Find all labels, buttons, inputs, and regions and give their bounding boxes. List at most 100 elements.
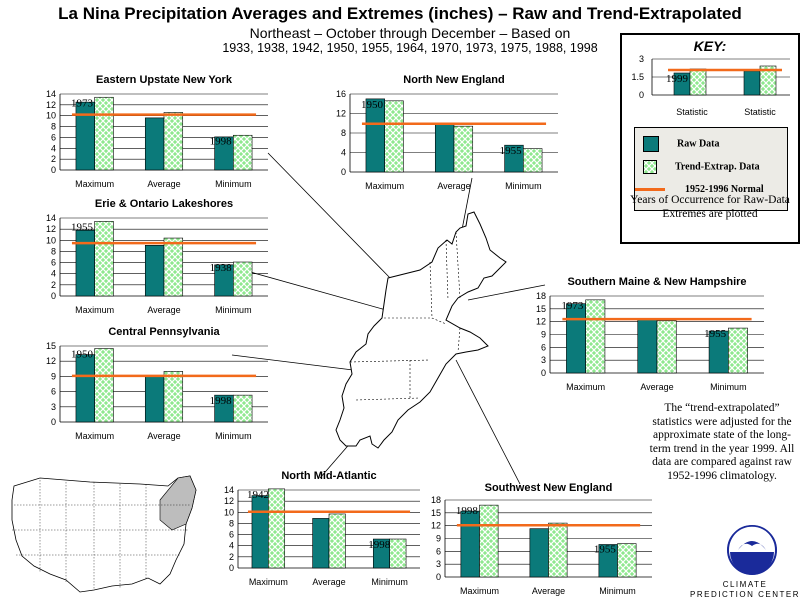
northeast-map-outline	[335, 211, 507, 449]
x-tick-label: Maximum	[75, 431, 114, 441]
y-tick-label: 6	[51, 258, 56, 268]
bar-trend-data	[233, 134, 253, 171]
x-tick-label: Minimum	[599, 586, 636, 596]
bar-trend-data	[389, 538, 407, 569]
page-title: La Nina Precipitation Averages and Extre…	[58, 4, 742, 23]
bar-trend-data	[585, 299, 606, 374]
normal-line-swatch	[635, 188, 665, 192]
y-tick-label: 14	[46, 89, 56, 99]
y-tick-label: 0	[436, 572, 441, 582]
y-tick-label: 12	[336, 109, 346, 119]
bar-trend-data	[453, 125, 474, 173]
bar-trend-data	[656, 320, 677, 374]
extreme-year-label: 1942	[247, 489, 269, 501]
state-borders	[349, 231, 461, 401]
y-tick-label: 3	[541, 355, 546, 365]
x-tick-label: Minimum	[215, 431, 252, 441]
x-tick-label: Average	[437, 181, 470, 191]
y-tick-label: 15	[431, 508, 441, 518]
key-trend-bar	[689, 68, 707, 96]
x-tick-label: Average	[147, 431, 180, 441]
y-tick-label: 2	[51, 280, 56, 290]
y-tick-label: 6	[51, 387, 56, 397]
y-tick-label: 0	[541, 368, 546, 378]
key-tick-3: 3	[639, 54, 644, 64]
x-tick-label: Maximum	[566, 382, 605, 392]
y-tick-label: 0	[229, 563, 234, 573]
y-tick-label: 12	[224, 496, 234, 506]
bar-trend-data	[479, 504, 499, 578]
y-tick-label: 12	[46, 100, 56, 110]
y-tick-label: 0	[341, 167, 346, 177]
bar-raw-data	[144, 244, 165, 297]
y-tick-label: 4	[341, 148, 346, 158]
extreme-year-label: 1998	[456, 505, 479, 517]
y-tick-label: 14	[224, 485, 234, 495]
northeast-outline	[335, 211, 507, 449]
y-tick-label: 12	[46, 224, 56, 234]
extreme-year-label: 1950	[361, 99, 384, 111]
bar-raw-data	[460, 510, 480, 578]
chart-southwest-new-england: Southwest New England 0 3 6 9 12 15 18 Maximum 19…	[431, 482, 652, 596]
x-tick-label: Maximum	[75, 305, 114, 315]
x-tick-label: Minimum	[505, 181, 542, 191]
y-tick-label: 8	[51, 122, 56, 132]
y-tick-label: 9	[51, 371, 56, 381]
x-tick-label: Minimum	[215, 305, 252, 315]
cpc-logo	[727, 525, 777, 575]
trend-extrapolation-note: The “trend-extrapolated” statistics were…	[649, 402, 795, 482]
y-tick-label: 18	[536, 291, 546, 301]
bar-raw-data	[434, 123, 455, 173]
bar-trend-data	[523, 148, 543, 173]
bar-trend-data	[328, 513, 346, 569]
key-tick-0: 0	[639, 90, 644, 100]
y-tick-label: 3	[436, 559, 441, 569]
x-tick-label: Minimum	[710, 382, 747, 392]
extreme-year-label: 1973	[561, 300, 584, 312]
y-tick-label: 9	[436, 534, 441, 544]
connector-line	[455, 359, 521, 485]
y-tick-label: 8	[341, 128, 346, 138]
legend-raw-label: Raw Data	[677, 138, 720, 150]
legend-normal-label: 1952-1996 Normal	[685, 184, 764, 195]
bar-trend-data	[728, 327, 748, 374]
bar-raw-data	[75, 229, 95, 297]
extreme-year-label: 1998	[368, 539, 391, 551]
key-raw-bar	[743, 70, 761, 96]
key-title: KEY:	[693, 38, 727, 54]
bar-raw-data	[529, 528, 549, 578]
y-tick-label: 15	[46, 341, 56, 351]
chart-title: Southern Maine & New Hampshire	[567, 276, 746, 288]
y-tick-label: 10	[46, 235, 56, 245]
y-tick-label: 10	[224, 507, 234, 517]
key-year-label: 1999	[666, 73, 689, 85]
legend-raw-data: Raw Data	[643, 136, 720, 152]
y-tick-label: 16	[336, 89, 346, 99]
connector-line	[231, 354, 354, 371]
bar-raw-data	[144, 376, 165, 423]
chart-title: North New England	[403, 74, 504, 86]
bar-raw-data	[312, 518, 330, 569]
y-tick-label: 10	[46, 111, 56, 121]
chart-title: Central Pennsylvania	[108, 326, 220, 338]
y-tick-label: 15	[536, 304, 546, 314]
y-tick-label: 18	[431, 495, 441, 505]
y-tick-label: 2	[51, 154, 56, 164]
key-example-chart: 3 1.5 0 1999 Statistic Statistic	[631, 54, 790, 117]
bar-trend-data	[384, 100, 404, 173]
key-category-label: Statistic	[744, 107, 776, 117]
x-tick-label: Average	[312, 577, 345, 587]
key-tick-1.5: 1.5	[631, 72, 644, 82]
bar-raw-data	[251, 495, 269, 569]
legend-normal: 1952-1996 Normal	[635, 184, 764, 195]
y-tick-label: 12	[46, 356, 56, 366]
chart-north-new-england: North New England 0 4 8 12 16 Maximum 1950 Avera…	[336, 74, 558, 191]
key-legend: Raw Data Trend-Extrap. Data 1952-1996 No…	[634, 127, 788, 211]
y-tick-label: 12	[431, 521, 441, 531]
x-tick-label: Average	[147, 179, 180, 189]
legend-trend-label: Trend-Extrap. Data	[675, 161, 760, 173]
extreme-year-label: 1998	[210, 135, 233, 147]
bar-trend-data	[94, 348, 114, 423]
y-tick-label: 6	[51, 132, 56, 142]
